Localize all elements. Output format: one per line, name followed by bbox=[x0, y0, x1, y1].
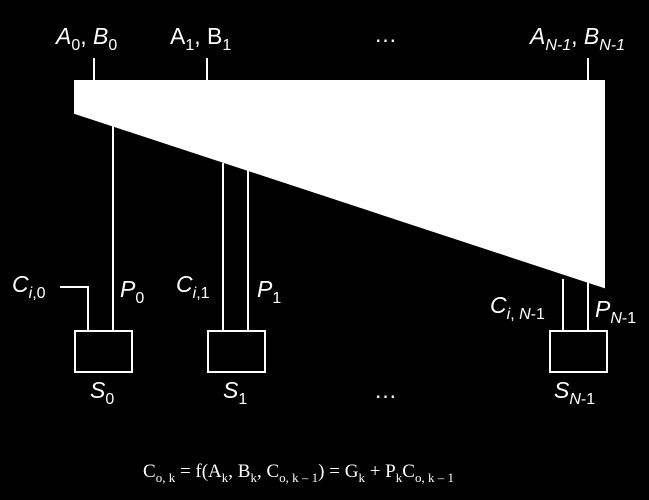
ellipsis-bottom: … bbox=[374, 377, 397, 403]
ci0-wire bbox=[60, 286, 89, 331]
ellipsis-top: … bbox=[374, 21, 397, 47]
carry-equation: Co, k = f(Ak, Bk, Co, k – 1) = Gk + PkCo… bbox=[143, 461, 454, 485]
sum-label-0: S0 bbox=[90, 377, 114, 408]
sum-box-1 bbox=[207, 330, 266, 373]
sum-label-1: S1 bbox=[223, 377, 247, 408]
carry-in-label-1: Ci,1 bbox=[176, 271, 210, 302]
input-label-n-1: AN-1, BN-1 bbox=[528, 23, 625, 54]
propagate-label-0: P0 bbox=[120, 276, 144, 307]
sum-box-n-1 bbox=[549, 330, 608, 373]
input-label-1: A1, B1 bbox=[170, 23, 231, 54]
carry-block bbox=[74, 80, 605, 289]
carry-in-label-0: Ci,0 bbox=[12, 271, 46, 302]
propagate-label-n-1: PN-1 bbox=[595, 296, 636, 327]
sum-label-n-1: SN-1 bbox=[554, 377, 595, 408]
carry-in-label-n-1: Ci, N-1 bbox=[490, 292, 545, 323]
input-label-0: A0, B0 bbox=[54, 23, 117, 54]
sum-box-0 bbox=[74, 330, 133, 373]
propagate-label-1: P1 bbox=[257, 276, 281, 307]
